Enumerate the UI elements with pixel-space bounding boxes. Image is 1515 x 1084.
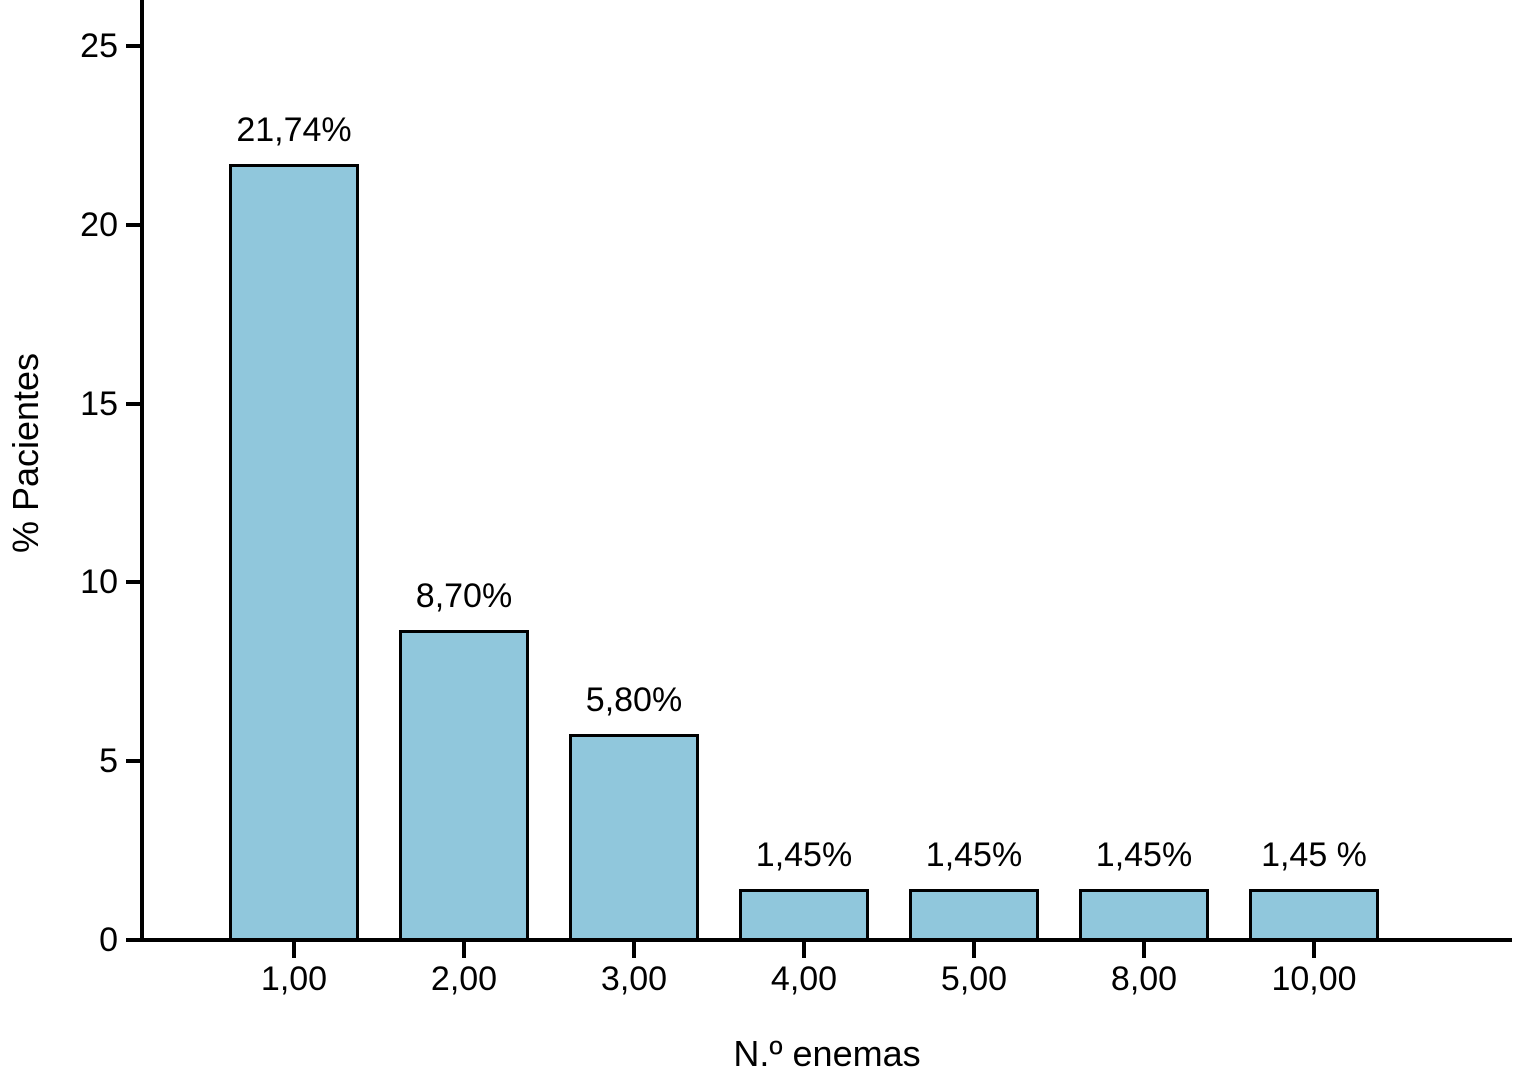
x-tick (972, 940, 976, 958)
y-tick-label: 25 (80, 27, 118, 65)
x-tick-label: 4,00 (770, 960, 838, 998)
x-tick-label: 3,00 (600, 960, 668, 998)
y-axis-line (140, 0, 144, 942)
x-tick-label: 8,00 (1110, 960, 1178, 998)
x-tick (462, 940, 466, 958)
y-tick-label: 15 (80, 384, 118, 423)
bar-value-label: 5,80% (585, 680, 683, 719)
x-tick (632, 940, 636, 958)
y-tick-label: 20 (80, 205, 118, 244)
bar (909, 889, 1039, 941)
bar-value-label: 1,45% (755, 836, 853, 875)
bar-value-label: 1,45% (925, 836, 1023, 875)
x-tick-label: 1,00 (260, 960, 328, 998)
bar (569, 733, 699, 941)
bar (1249, 889, 1379, 941)
y-tick (126, 938, 142, 942)
bar (399, 629, 529, 941)
x-tick (1312, 940, 1316, 958)
y-tick (126, 401, 142, 406)
x-axis-title: N.º enemas (733, 1033, 921, 1074)
bar-value-label: 1,45% (1095, 836, 1193, 875)
y-tick (126, 580, 142, 585)
x-tick-label: 10,00 (1271, 960, 1357, 998)
x-tick-label: 2,00 (430, 960, 498, 998)
y-tick-label: 0 (99, 921, 118, 959)
bar (739, 889, 869, 941)
bar-value-label: 21,74% (236, 110, 352, 149)
bar (229, 163, 359, 941)
x-tick (292, 940, 296, 958)
y-tick-label: 10 (80, 563, 118, 602)
bar (1079, 889, 1209, 941)
y-tick (126, 44, 142, 48)
x-tick (802, 940, 806, 958)
y-tick (126, 759, 142, 764)
y-tick (126, 222, 142, 227)
x-tick-label: 5,00 (940, 960, 1008, 998)
x-tick (1142, 940, 1146, 958)
bar-value-label: 8,70% (415, 576, 513, 615)
y-tick-label: 5 (99, 742, 118, 781)
y-axis-title: % Pacientes (5, 352, 46, 554)
bar-value-label: 1,45 % (1261, 836, 1367, 875)
